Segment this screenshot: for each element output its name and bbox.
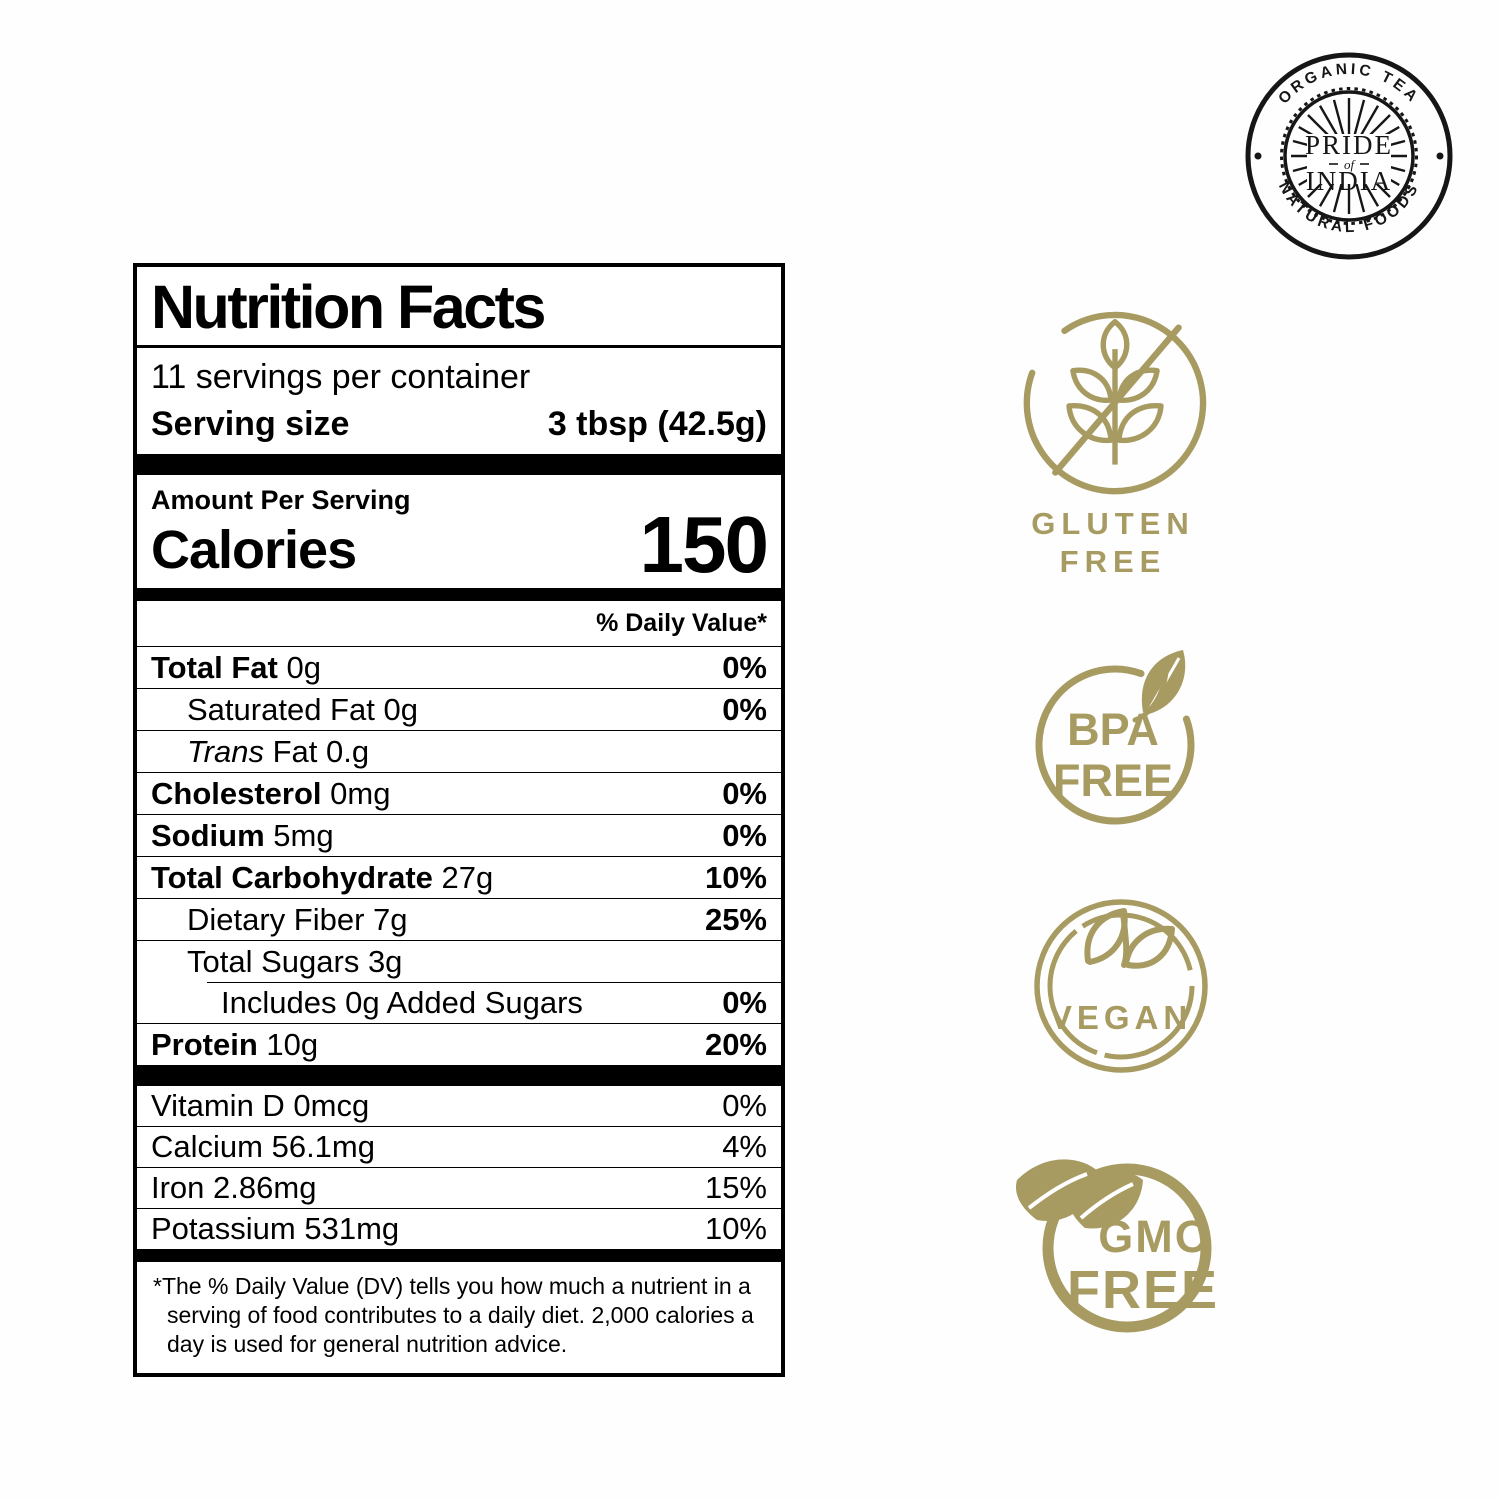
daily-value-footnote: *The % Daily Value (DV) tells you how mu… [153, 1273, 754, 1358]
vitamin-rows: Vitamin D 0mcg 0% Calcium 56.1mg 4% Iron 2.8… [137, 1085, 781, 1249]
daily-value-header: % Daily Value* [596, 609, 767, 638]
nutrient-name: Protein 10g [151, 1026, 319, 1062]
badge-circle [1023, 311, 1207, 495]
calories-value: 150 [639, 499, 769, 589]
nutrient-row: Total Sugars 3g [137, 940, 781, 982]
nutrient-dv: 4% [722, 1129, 767, 1165]
nutrition-facts-panel: Nutrition Facts 11 servings per containe… [133, 263, 785, 1378]
nutrient-dv: 0% [722, 775, 767, 811]
nutrient-name: Trans Fat 0.g [187, 733, 370, 769]
medium-separator-bar [137, 1249, 781, 1263]
badge-outer-circle [1034, 899, 1208, 1073]
nutrient-dv: 0% [722, 817, 767, 853]
gmo-free-badge: GMO FREE [1015, 1159, 1219, 1333]
nutrient-dv: 0% [722, 1088, 767, 1124]
logo-word-of: of [1344, 157, 1357, 172]
servings-per-container: 11 servings per container [151, 357, 531, 396]
nutrient-row: Sodium 5mg 0% [137, 814, 781, 856]
nutrient-name: Includes 0g Added Sugars [221, 984, 583, 1020]
amount-per-serving-label: Amount Per Serving [151, 484, 411, 515]
nutrient-name: Vitamin D 0mcg [151, 1088, 370, 1124]
gluten-free-badge-label: GLUTEN FREE [1013, 505, 1213, 581]
thick-separator-bar [137, 1065, 781, 1086]
bpa-text: BPA [1067, 704, 1159, 755]
nutrient-name: Sodium 5mg [151, 817, 334, 853]
nutrient-name: Total Sugars 3g [187, 943, 403, 979]
nutrient-name: Saturated Fat 0g [187, 691, 418, 727]
gluten-free-badge-icon [1023, 311, 1207, 495]
calories-row: Calories 150 [137, 499, 781, 589]
nutrient-row: Includes 0g Added Sugars 0% [137, 982, 781, 1023]
nutrient-row: Calcium 56.1mg 4% [137, 1126, 781, 1167]
logo-word-india: INDIA [1306, 166, 1392, 196]
nutrient-dv: 20% [704, 1026, 767, 1062]
gmo-free-text: FREE [1067, 1260, 1219, 1320]
nutrient-name: Cholesterol 0mg [151, 775, 391, 811]
nutrient-row: Iron 2.86mg 15% [137, 1167, 781, 1208]
nutrient-row: Total Fat 0g 0% [137, 646, 781, 688]
serving-size-label: Serving size [151, 404, 350, 443]
logo-gear-ring [1283, 90, 1415, 222]
nutrient-dv: 10% [704, 859, 767, 895]
nutrient-row: Vitamin D 0mcg 0% [137, 1085, 781, 1126]
bpa-free-badge: BPA FREE [1035, 650, 1195, 825]
nutrition-facts-title: Nutrition Facts [151, 273, 546, 341]
nutrient-row: Total Carbohydrate 27g 10% [137, 856, 781, 898]
leaf-stem [1132, 669, 1169, 723]
vegan-text: VEGAN [1050, 999, 1192, 1036]
nutrient-dv: 25% [704, 901, 767, 937]
gluten-free-line2: FREE [1059, 544, 1167, 579]
nutrient-row: Cholesterol 0mg 0% [137, 772, 781, 814]
logo-right-dot [1436, 152, 1444, 160]
bpa-free-text: FREE [1053, 755, 1173, 806]
logo-outer-ring [1245, 52, 1453, 260]
logo-gear-teeth [1280, 87, 1418, 225]
gmo-text: GMO [1098, 1211, 1212, 1262]
nutrient-row: Protein 10g 20% [137, 1023, 781, 1065]
logo-left-dot [1254, 152, 1262, 160]
nutrient-name: Calcium 56.1mg [151, 1129, 375, 1165]
nutrient-name: Potassium 531mg [151, 1211, 400, 1247]
gluten-free-line1: GLUTEN [1031, 506, 1195, 541]
calories-label: Calories [151, 519, 357, 580]
serving-size-row: Serving size 3 tbsp (42.5g) [137, 399, 781, 454]
nutrient-row: Potassium 531mg 10% [137, 1208, 781, 1249]
medium-separator-bar [137, 588, 781, 602]
nutrient-row: Saturated Fat 0g 0% [137, 688, 781, 730]
nutrient-dv: 15% [704, 1170, 767, 1206]
main-rows: Total Fat 0g 0% Saturated Fat 0g 0% Trans Fa… [137, 646, 781, 1065]
nutrient-name: Total Fat 0g [151, 649, 321, 685]
badge-circle [1042, 1163, 1212, 1333]
thick-separator-bar [137, 453, 781, 475]
leaves-icon [1015, 1159, 1143, 1229]
leaves-icon [1084, 908, 1175, 969]
wheat-stalk-icon [1066, 319, 1164, 465]
pride-of-india-logo: ORGANIC TEA NATURAL FOODS PRIDE of INDIA [1245, 52, 1453, 260]
nutrient-dv: 0% [722, 984, 767, 1020]
nutrient-dv: 0% [722, 691, 767, 727]
vegan-badge: VEGAN [1034, 899, 1208, 1073]
nutrient-name: Iron 2.86mg [151, 1170, 317, 1206]
nutrient-dv: 0% [722, 649, 767, 685]
nutrient-dv: 10% [704, 1211, 767, 1247]
nutrient-row: Trans Fat 0.g [137, 730, 781, 772]
nutrient-row: Dietary Fiber 7g 25% [137, 898, 781, 940]
logo-text-band [1307, 134, 1391, 184]
nutrient-name: Dietary Fiber 7g [187, 901, 408, 937]
nutrient-name: Total Carbohydrate 27g [151, 859, 494, 895]
serving-size-value: 3 tbsp (42.5g) [547, 404, 767, 443]
badge-circle [1035, 665, 1195, 825]
title-rule [137, 344, 781, 348]
logo-word-pride: PRIDE [1305, 130, 1393, 160]
